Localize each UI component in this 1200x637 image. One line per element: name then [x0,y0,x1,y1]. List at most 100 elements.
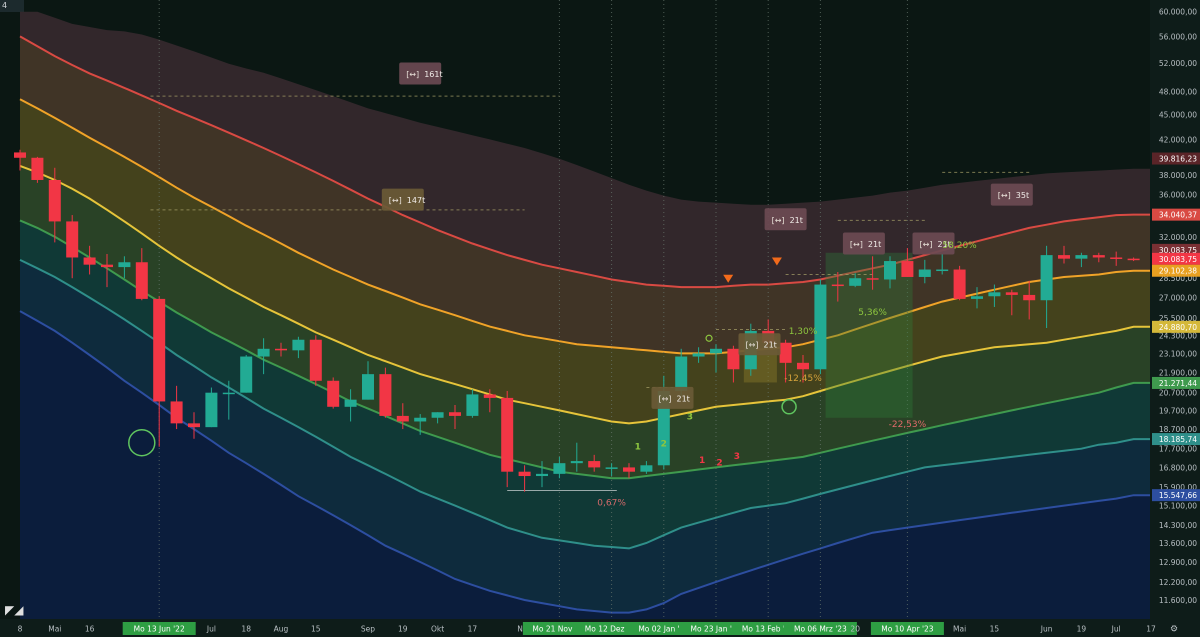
low-marker-circle [781,399,797,415]
candle-body [849,278,862,286]
candle-body [66,221,79,258]
candle-body [414,417,427,422]
candle-body [362,374,374,400]
price-tick-label: 21.900,00 [1159,369,1197,378]
bar-count-box [764,208,807,231]
candle-body [205,392,218,428]
percent-change-label: -12,45% [784,374,822,384]
price-tick-label: 56.000,00 [1159,32,1197,41]
candle-body [605,467,618,469]
time-tag-label: Mo 12 Dez '22 [585,625,639,634]
price-tick-label: 12.900,00 [1159,558,1197,567]
sequence-count-label: 2 [661,440,667,450]
bar-count-text: 21t [764,341,777,350]
range-icon: [↔] [772,216,785,225]
price-tick-label: 15.100,00 [1159,502,1197,511]
candle-body [518,471,531,477]
candle-body [657,390,670,466]
price-tick-label: 16.800,00 [1159,463,1197,472]
price-tag-label: 24.880,70 [1159,323,1197,332]
range-icon: [↔] [746,341,759,350]
candle-body [135,262,148,299]
measure-box [825,252,913,418]
time-tag-label: Mo 13 Jun '22 [134,625,185,634]
band-line-blue [19,310,1150,614]
time-tick-label: Jul [1111,625,1121,634]
price-tick-label: 13.600,00 [1159,539,1197,548]
candle-body [831,284,844,287]
candle-body [797,362,809,370]
candle-body [640,465,653,472]
candle-body [170,401,183,424]
sequence-count-label: 1 [635,443,641,453]
price-tick-label: 38.000,00 [1159,171,1197,180]
candle-body [396,415,409,422]
band-line-yellow [19,164,1150,425]
price-tick-label: 45.000,00 [1159,111,1197,120]
band-fill-teal [20,259,1150,613]
candle-body [553,463,566,474]
signal-dot [705,334,713,342]
time-tick-label: 19 [398,625,408,634]
candle-body [866,278,879,280]
bar-count-text: 147t [407,196,425,205]
price-tag-label: 29.102,38 [1159,267,1197,276]
price-tag-label: 34.040,37 [1159,211,1197,220]
time-tick-label: 17 [468,625,478,634]
candle-body [988,292,1001,297]
candle-body [309,339,322,381]
time-tag [122,622,196,635]
price-tag [1152,489,1200,502]
bar-count-label: [↔] 21t [738,333,781,356]
candle-body [1040,255,1053,301]
candle-body [675,356,688,391]
candle-body [449,412,461,416]
time-tick-label: 20 [850,625,860,634]
bar-count-box [738,333,781,356]
time-tick-label: 17 [1146,625,1156,634]
candle-body [1058,255,1070,259]
price-tick-label: 12.200,00 [1159,578,1197,587]
price-tick-label: 17.700,00 [1159,445,1197,454]
time-tick-label: Okt [431,625,444,634]
price-tick-label: 15.900,00 [1159,483,1197,492]
price-tick-label: 20.700,00 [1159,389,1197,398]
percent-change-label: -22,53% [889,420,927,430]
band-layer [19,11,1150,619]
price-tag-label: 21.271,44 [1159,379,1197,388]
bar-count-text: 21t [790,216,803,225]
band-fill-green [20,220,1150,549]
bar-count-text: 161t [424,70,442,79]
price-tick-label: 36.000,00 [1159,191,1197,200]
candle-body [1092,255,1105,258]
candle-body [466,394,479,416]
candle-body [31,157,44,180]
candle-body [118,262,131,268]
price-tag [1152,252,1200,265]
price-tag-label: 18.185,74 [1159,435,1197,444]
band-fill-blue [20,311,1150,619]
price-tick-label: 24.300,00 [1159,331,1197,340]
bar-count-box [651,386,694,409]
sell-arrow-icon [723,274,734,283]
bar-count-box [399,62,442,85]
candle-body [918,269,931,277]
time-tick-label: 8 [18,625,23,634]
candle-body [901,261,914,277]
bar-count-text: 21t [868,240,881,249]
price-tag [1152,264,1200,277]
interval-label[interactable]: 4 [0,0,24,12]
time-tick-label: Aug [274,625,289,634]
candle-body [1127,258,1140,261]
sequence-count-label: 1 [699,456,705,466]
candle-body [327,380,340,407]
price-tag [1152,320,1200,333]
bar-count-text: 21t [677,394,690,403]
candle-body [953,269,966,299]
sell-arrow-icon [771,257,782,266]
bar-count-box [990,183,1033,206]
candle-body [1023,294,1036,301]
bar-count-label: [↔] 21t [651,386,694,409]
bar-count-text: 35t [1016,191,1029,200]
